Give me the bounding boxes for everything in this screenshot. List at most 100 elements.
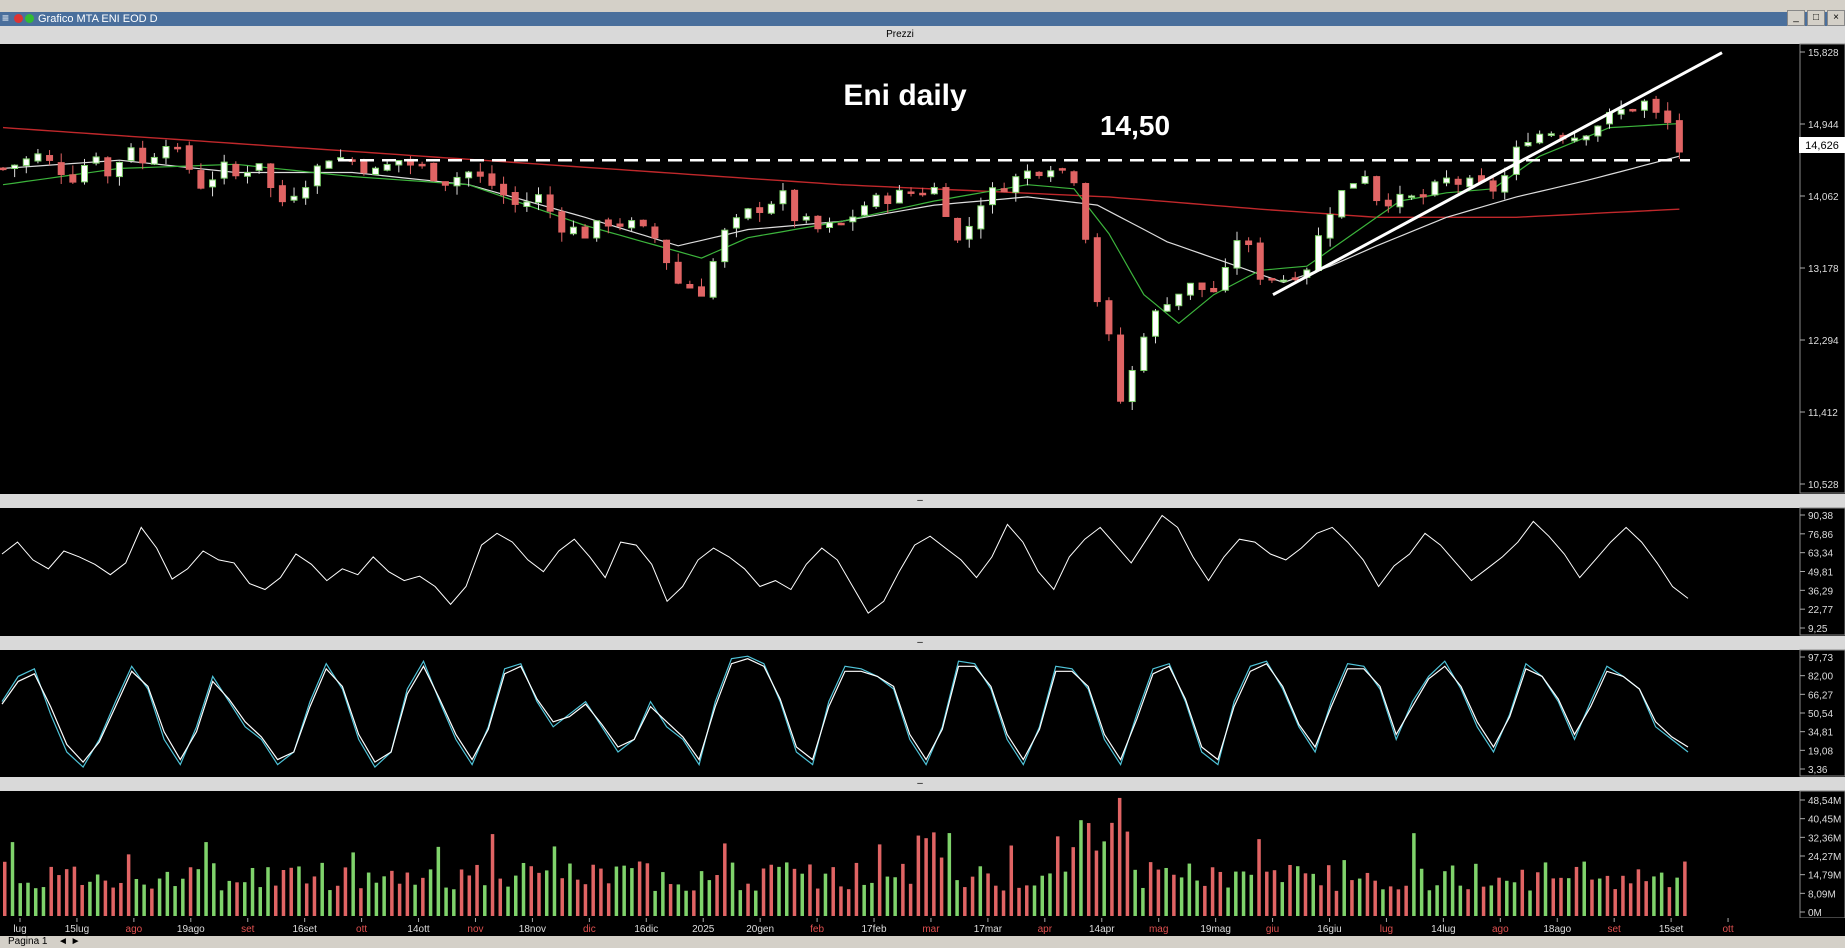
candle <box>1338 190 1346 218</box>
volume-axis-label: 0M <box>1808 908 1822 919</box>
osc2-pane <box>0 650 1800 776</box>
maximize-icon[interactable]: □ <box>1807 10 1825 26</box>
osc1-handle[interactable]: – <box>917 495 923 506</box>
volume-bar <box>606 883 611 916</box>
volume-bar <box>963 887 967 916</box>
candle <box>1000 188 1008 193</box>
volume-bar <box>877 844 882 916</box>
candle <box>884 195 892 205</box>
date-label: 2025 <box>692 924 715 935</box>
volume-bar <box>243 882 247 916</box>
volume-handle[interactable]: – <box>917 778 923 789</box>
osc2-handle[interactable]: – <box>917 637 923 648</box>
candle <box>1291 277 1299 281</box>
osc2-axis-label: 82,00 <box>1808 672 1833 683</box>
candle <box>325 160 333 169</box>
minimize-icon[interactable]: _ <box>1787 10 1805 26</box>
volume-bar <box>33 888 38 916</box>
osc1-axis-label: 63,34 <box>1808 549 1833 560</box>
candle <box>197 170 205 189</box>
sma-long-line <box>2 126 1680 218</box>
volume-bar <box>932 832 936 916</box>
candle <box>500 183 508 196</box>
date-label: 19ago <box>177 924 205 935</box>
candle <box>581 226 589 239</box>
volume-bar <box>1388 886 1393 916</box>
osc1-axis-label: 49,81 <box>1808 568 1833 579</box>
date-axis <box>0 918 1845 936</box>
volume-bar <box>452 889 456 916</box>
osc2-axis-label: 19,08 <box>1808 746 1833 757</box>
candle <box>115 161 123 178</box>
osc1-axis-label: 22,77 <box>1808 605 1833 616</box>
volume-bar <box>235 882 239 916</box>
drawn-lines <box>338 51 1723 297</box>
candle <box>1186 282 1194 296</box>
volume-bar <box>668 884 673 916</box>
volume-bar <box>994 885 998 916</box>
candle <box>1035 171 1043 177</box>
volume-bar <box>1574 866 1579 916</box>
volume-bar <box>1218 871 1223 916</box>
volume-bar <box>428 869 433 916</box>
chart-title: Eni daily <box>843 79 967 112</box>
candle <box>1268 278 1276 281</box>
price-axis-label: 14,062 <box>1808 192 1839 203</box>
candle <box>127 147 135 162</box>
date-label: 20gen <box>746 924 774 935</box>
candle <box>1617 108 1625 115</box>
status-dot-green-icon <box>25 14 34 23</box>
volume-axis-ticks: 48,54M 40,45M 32,36M 24,27M 14,79M 8,09M 0M <box>1800 796 1841 919</box>
volume-bar <box>196 869 201 916</box>
candle <box>92 156 100 164</box>
volume-bar <box>1536 872 1540 916</box>
volume-bar <box>80 884 84 916</box>
candle <box>1210 287 1218 293</box>
volume-bar <box>1520 869 1525 916</box>
candle <box>1524 141 1532 147</box>
volume-bar <box>870 882 874 916</box>
volume-bar <box>72 866 77 916</box>
volume-bar <box>312 876 317 916</box>
candle <box>220 161 228 179</box>
date-label: feb <box>810 924 824 935</box>
price-panel-label: Prezzi <box>886 29 914 40</box>
candle <box>453 176 461 187</box>
volume-bar <box>893 877 897 916</box>
volume-bar <box>382 876 386 916</box>
candle <box>837 222 845 226</box>
page-nav-arrows[interactable]: ◄ ► <box>58 936 81 947</box>
window-title-bar[interactable] <box>0 12 1845 26</box>
candle <box>395 160 403 166</box>
volume-bar <box>421 877 425 916</box>
volume-bar <box>637 861 642 916</box>
volume-bar <box>1079 820 1083 916</box>
volume-bar <box>815 888 820 916</box>
volume-axis-label: 48,54M <box>1808 796 1841 807</box>
candle <box>732 217 740 229</box>
volume-bar <box>126 854 131 916</box>
candle <box>535 194 543 203</box>
volume-bar <box>1102 841 1106 916</box>
price-axis-label: 14,944 <box>1808 120 1839 131</box>
date-axis-labels: lug 15lug ago 19ago set 16set ott 14ott nov 18nov… <box>13 918 1734 935</box>
price-axis-label: 15,828 <box>1808 48 1839 59</box>
volume-bar <box>219 890 224 916</box>
candle <box>1489 180 1497 192</box>
volume-bar <box>583 884 588 916</box>
volume-bar <box>444 887 448 916</box>
volume-bar <box>188 867 193 916</box>
volume-bar <box>537 872 541 916</box>
candle <box>779 190 787 205</box>
volume-bar <box>1559 877 1563 916</box>
hamburger-icon[interactable]: ≡ <box>2 11 10 25</box>
candle <box>267 163 275 189</box>
volume-bar <box>978 866 983 916</box>
volume-bar <box>575 879 580 916</box>
volume-bar <box>1040 875 1044 916</box>
candle <box>697 286 705 297</box>
date-label: 16set <box>292 924 317 935</box>
volume-bar <box>436 846 441 916</box>
page-tab[interactable]: Pagina 1 <box>8 936 48 947</box>
